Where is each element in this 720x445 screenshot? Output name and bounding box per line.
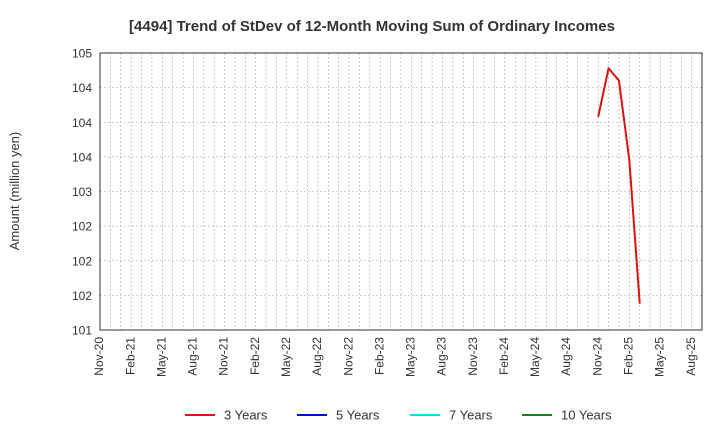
- y-tick-label: 104: [72, 116, 92, 130]
- x-tick-label: Nov-22: [341, 337, 355, 376]
- x-tick-label: May-25: [653, 337, 667, 377]
- legend-label: 5 Years: [336, 408, 380, 423]
- x-tick-label: Feb-24: [497, 337, 511, 375]
- plot-area: [99, 52, 703, 331]
- x-tick-label: Nov-23: [466, 337, 480, 376]
- x-tick-label: Aug-21: [186, 337, 200, 376]
- legend: 3 Years 5 Years 7 Years 10 Years: [185, 408, 612, 423]
- y-tick-label: 103: [72, 185, 92, 199]
- y-tick-label: 105: [72, 47, 92, 61]
- x-tick-label: Aug-25: [684, 337, 698, 376]
- x-tick-label: May-23: [404, 337, 418, 377]
- x-tick-label: May-24: [528, 337, 542, 377]
- x-tick-label: Aug-24: [559, 337, 573, 376]
- y-tick-label: 102: [72, 254, 92, 268]
- y-tick-label: 104: [72, 81, 92, 95]
- x-tick-label: Nov-20: [92, 337, 106, 376]
- legend-label: 7 Years: [449, 408, 493, 423]
- y-tick-label: 102: [72, 289, 92, 303]
- legend-label: 3 Years: [224, 408, 268, 423]
- x-tick-label: May-21: [154, 337, 168, 377]
- grid-lines: [100, 53, 702, 330]
- legend-label: 10 Years: [561, 408, 612, 423]
- series-line-3-years: [597, 67, 641, 304]
- x-tick-label: Aug-22: [310, 337, 324, 376]
- x-axis-ticks: Nov-20 Feb-21 May-21 Aug-21 Nov-21 Feb-22 May-…: [92, 337, 698, 377]
- y-tick-label: 101: [72, 324, 92, 338]
- y-tick-label: 102: [72, 220, 92, 234]
- series-lines: [597, 67, 641, 304]
- x-tick-label: Aug-23: [435, 337, 449, 376]
- x-tick-label: Feb-23: [372, 337, 386, 375]
- y-tick-label: 104: [72, 150, 92, 164]
- x-tick-label: Feb-21: [123, 337, 137, 375]
- x-tick-label: May-22: [279, 337, 293, 377]
- x-tick-label: Nov-24: [590, 337, 604, 376]
- x-tick-label: Feb-22: [248, 337, 262, 375]
- y-axis-ticks: 101 102 102 102 103 104 104 104 105: [72, 47, 92, 338]
- x-tick-label: Feb-25: [622, 337, 636, 375]
- x-tick-label: Nov-21: [217, 337, 231, 376]
- y-axis-label: Amount (million yen): [7, 132, 22, 251]
- chart-title: [4494] Trend of StDev of 12-Month Moving…: [129, 18, 615, 35]
